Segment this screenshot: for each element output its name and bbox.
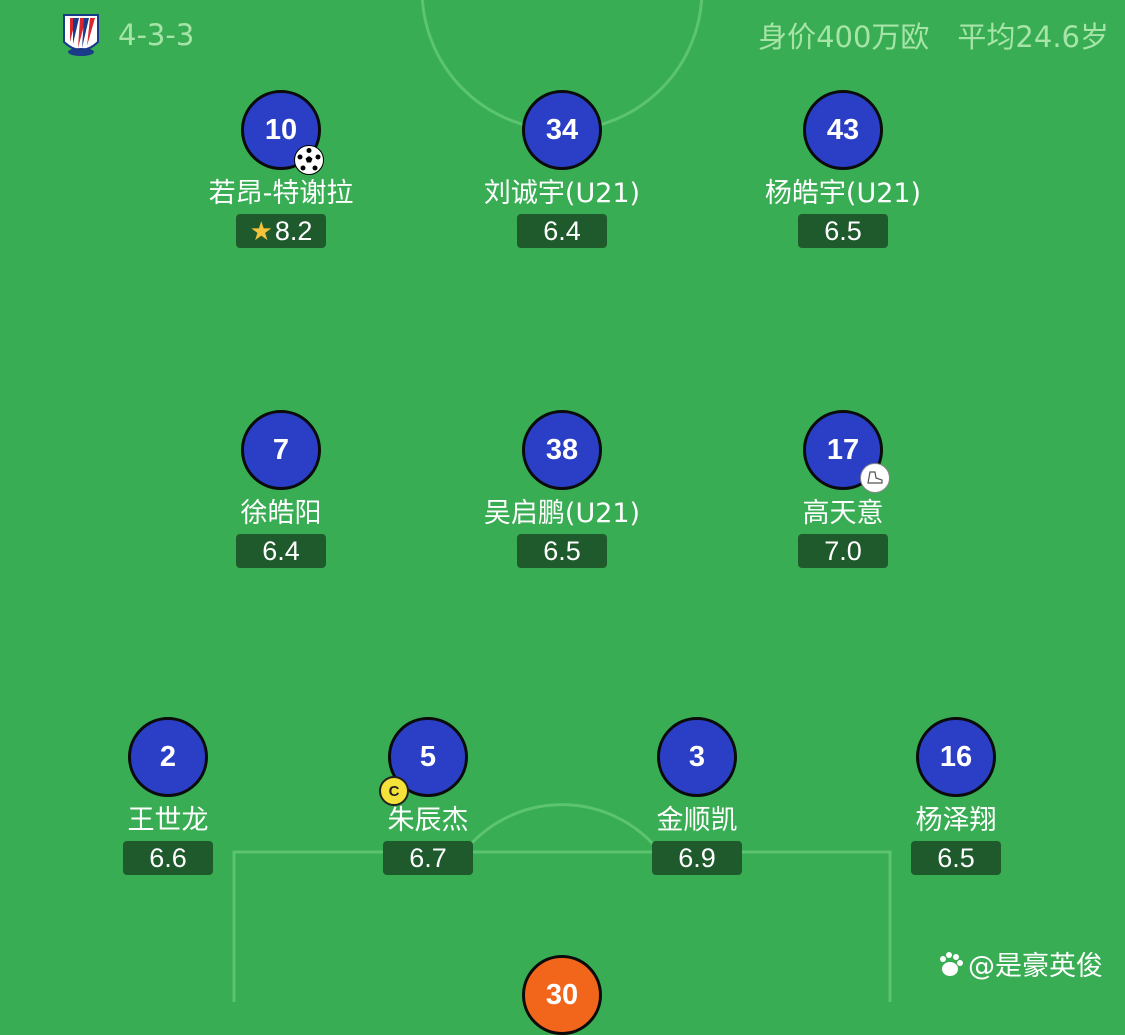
shirt-number-text: 10 <box>264 113 298 146</box>
shirt-number-text: 34 <box>545 113 579 146</box>
player-rating: 6.4 <box>517 214 607 248</box>
shirt-number: 17 <box>803 410 890 493</box>
shirt-number: 7 <box>241 410 321 490</box>
player-rating: 7.0 <box>798 534 888 568</box>
shirt-number-text: 5 <box>419 740 437 773</box>
shirt-number-text: 3 <box>688 740 706 773</box>
team-crest-logo <box>63 14 99 56</box>
player-rating: 6.5 <box>517 534 607 568</box>
player-name: 刘诚宇(U21) <box>483 178 641 209</box>
player-card[interactable]: 5 C 朱辰杰 6.7 <box>318 717 538 875</box>
shirt-number-text: 17 <box>826 433 860 466</box>
watermark: @是豪英俊 <box>936 944 1103 983</box>
rating-value: 8.2 <box>274 215 313 246</box>
rating-value: 6.4 <box>543 215 581 246</box>
shirt-number: 30 <box>522 955 602 1035</box>
shirt-number: 38 <box>522 410 602 490</box>
player-rating: ★ 8.2 <box>236 214 326 248</box>
player-rating: 6.9 <box>652 841 742 875</box>
player-card[interactable]: 3 金顺凯 6.9 <box>587 717 807 875</box>
shirt-number: 16 <box>916 717 996 797</box>
player-rating: 6.7 <box>383 841 473 875</box>
rating-value: 6.7 <box>409 842 447 873</box>
boot-icon <box>860 463 890 493</box>
player-card[interactable]: 16 杨泽翔 6.5 <box>846 717 1066 875</box>
rating-value: 6.5 <box>937 842 975 873</box>
shirt-number: 3 <box>657 717 737 797</box>
average-age: 平均24.6岁 <box>957 20 1109 54</box>
market-value: 身价400万欧 <box>758 20 930 54</box>
player-card[interactable]: 17 高天意 7.0 <box>733 410 953 568</box>
captain-icon: C <box>379 776 409 806</box>
rating-value: 7.0 <box>824 535 862 566</box>
rating-value: 6.9 <box>678 842 716 873</box>
player-name: 金顺凯 <box>656 805 738 836</box>
player-name: 王世龙 <box>127 805 209 836</box>
player-card[interactable]: 7 徐皓阳 6.4 <box>171 410 391 568</box>
shirt-number: 2 <box>128 717 208 797</box>
player-card[interactable]: 43 杨皓宇(U21) 6.5 <box>733 90 953 248</box>
player-name: 吴启鹏(U21) <box>483 498 641 529</box>
shirt-number-text: 7 <box>272 433 290 466</box>
player-name: 若昂-特谢拉 <box>208 178 354 209</box>
shirt-number: 34 <box>522 90 602 170</box>
rating-value: 6.4 <box>262 535 300 566</box>
shirt-number-text: 43 <box>826 113 860 146</box>
player-name: 徐皓阳 <box>240 498 322 529</box>
player-rating: 6.5 <box>798 214 888 248</box>
shirt-number-text: 38 <box>545 433 579 466</box>
player-card[interactable]: 2 王世龙 6.6 <box>58 717 278 875</box>
star-icon: ★ <box>249 215 273 246</box>
player-rating: 6.6 <box>123 841 213 875</box>
shirt-number: 43 <box>803 90 883 170</box>
player-card[interactable]: 38 吴启鹏(U21) 6.5 <box>452 410 672 568</box>
player-name: 杨泽翔 <box>915 805 997 836</box>
team-stats: 身价400万欧 平均24.6岁 <box>758 14 1109 56</box>
team-header: 4-3-3 <box>60 12 194 58</box>
player-rating: 6.4 <box>236 534 326 568</box>
formation-label: 4-3-3 <box>118 18 195 52</box>
player-card[interactable]: 34 刘诚宇(U21) 6.4 <box>452 90 672 248</box>
paw-icon <box>940 951 963 976</box>
player-rating: 6.5 <box>911 841 1001 875</box>
rating-value: 6.6 <box>149 842 187 873</box>
shirt-number: 10 <box>241 90 324 175</box>
watermark-text: @是豪英俊 <box>968 951 1103 982</box>
football-icon <box>294 145 324 175</box>
player-goalkeeper[interactable]: 30 <box>452 955 672 1035</box>
rating-value: 6.5 <box>543 535 581 566</box>
shirt-number-text: 2 <box>159 740 177 773</box>
rating-value: 6.5 <box>824 215 862 246</box>
player-card[interactable]: 10 若昂-特谢拉 ★ 8.2 <box>171 90 391 248</box>
shirt-number-text: 30 <box>545 978 579 1011</box>
player-name: 杨皓宇(U21) <box>764 178 922 209</box>
player-name: 高天意 <box>802 498 884 529</box>
shirt-number-text: 16 <box>939 740 973 773</box>
player-name: 朱辰杰 <box>387 805 469 836</box>
